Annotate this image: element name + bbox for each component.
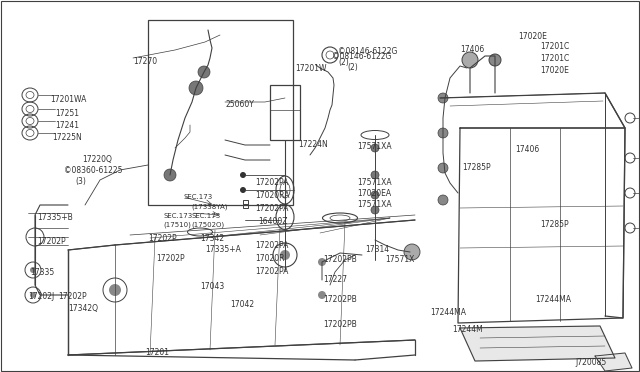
Text: 17571XA: 17571XA	[357, 200, 392, 209]
Text: 17571XA: 17571XA	[357, 178, 392, 187]
Text: (17338YA): (17338YA)	[191, 204, 227, 211]
Circle shape	[198, 66, 210, 78]
Text: 17202P: 17202P	[58, 292, 86, 301]
Text: 17202PB: 17202PB	[323, 255, 356, 264]
Text: 17202PA: 17202PA	[255, 241, 289, 250]
Text: 17342: 17342	[200, 234, 224, 243]
Text: 17406: 17406	[515, 145, 540, 154]
Text: SEC.173: SEC.173	[183, 194, 212, 200]
Text: 17335+B: 17335+B	[37, 213, 73, 222]
Bar	[148, 20, 293, 205]
Text: 17314: 17314	[365, 245, 389, 254]
Text: 17285P: 17285P	[462, 163, 491, 172]
Text: 17285P: 17285P	[540, 220, 568, 229]
Text: 17043: 17043	[200, 282, 224, 291]
Text: 17020R: 17020R	[255, 254, 285, 263]
Text: 17241: 17241	[55, 121, 79, 130]
Text: J720085: J720085	[575, 358, 606, 367]
Text: 17251: 17251	[55, 109, 79, 118]
Polygon shape	[460, 326, 615, 361]
Text: 17020EA: 17020EA	[357, 189, 391, 198]
Circle shape	[318, 258, 326, 266]
Text: 17220Q: 17220Q	[82, 155, 112, 164]
Text: 17042: 17042	[230, 300, 254, 309]
Text: 17244MA: 17244MA	[430, 308, 466, 317]
Text: 17201C: 17201C	[540, 42, 569, 51]
Circle shape	[438, 93, 448, 103]
Circle shape	[371, 206, 379, 214]
Text: 17202J: 17202J	[28, 292, 54, 301]
Circle shape	[438, 163, 448, 173]
Circle shape	[404, 244, 420, 260]
Circle shape	[489, 54, 501, 66]
Text: 17201WA: 17201WA	[50, 95, 86, 104]
Text: SEC.173: SEC.173	[163, 213, 192, 219]
Text: ©08146-6122G: ©08146-6122G	[338, 48, 397, 57]
Text: (2): (2)	[338, 58, 349, 67]
Text: 17571XA: 17571XA	[357, 142, 392, 151]
Circle shape	[240, 187, 246, 193]
Text: (3): (3)	[75, 177, 86, 186]
Text: SEC.173: SEC.173	[191, 213, 220, 219]
Text: ©08360-61225: ©08360-61225	[64, 166, 122, 175]
Circle shape	[438, 128, 448, 138]
Circle shape	[240, 172, 246, 178]
Circle shape	[30, 292, 36, 298]
Circle shape	[280, 250, 290, 260]
Text: 17020RA: 17020RA	[255, 191, 289, 200]
Text: 17202PA: 17202PA	[255, 204, 289, 213]
Text: 17020E: 17020E	[540, 66, 569, 75]
Circle shape	[189, 81, 203, 95]
Text: 17202PA: 17202PA	[255, 267, 289, 276]
Text: 17201: 17201	[145, 348, 169, 357]
Text: 17202P: 17202P	[156, 254, 184, 263]
Text: 17202PA: 17202PA	[255, 178, 289, 187]
Polygon shape	[595, 353, 632, 371]
Text: ©08146-6122G: ©08146-6122G	[332, 52, 392, 61]
Text: 17406: 17406	[460, 45, 484, 54]
Text: 17202PB: 17202PB	[323, 295, 356, 304]
Text: 17201C: 17201C	[540, 54, 569, 63]
Circle shape	[318, 291, 326, 299]
Circle shape	[109, 284, 121, 296]
Text: 17225N: 17225N	[52, 133, 82, 142]
Text: 17227: 17227	[323, 275, 347, 284]
Text: (17502O): (17502O)	[191, 222, 224, 228]
Text: 17201W: 17201W	[295, 64, 326, 73]
Text: (17510): (17510)	[163, 222, 191, 228]
Text: 17335: 17335	[30, 268, 54, 277]
Circle shape	[438, 195, 448, 205]
Text: 17270: 17270	[133, 57, 157, 66]
Circle shape	[164, 169, 176, 181]
Text: 17202PB: 17202PB	[323, 320, 356, 329]
Circle shape	[371, 171, 379, 179]
Text: 17244M: 17244M	[452, 325, 483, 334]
Text: (2): (2)	[347, 63, 358, 72]
Circle shape	[462, 52, 478, 68]
Text: 17020E: 17020E	[518, 32, 547, 41]
Circle shape	[371, 191, 379, 199]
Text: 17202P: 17202P	[37, 237, 66, 246]
Text: 25060Y: 25060Y	[225, 100, 254, 109]
Bar	[270, 85, 300, 140]
Circle shape	[30, 267, 36, 273]
Text: 17224N: 17224N	[298, 140, 328, 149]
Text: 17202P: 17202P	[148, 234, 177, 243]
Circle shape	[371, 144, 379, 152]
Text: 17335+A: 17335+A	[205, 245, 241, 254]
Text: 17342Q: 17342Q	[68, 304, 98, 313]
Bar	[243, 200, 248, 208]
Text: 16400Z: 16400Z	[258, 217, 287, 226]
Text: 17571X: 17571X	[385, 255, 414, 264]
Text: 17244MA: 17244MA	[535, 295, 571, 304]
